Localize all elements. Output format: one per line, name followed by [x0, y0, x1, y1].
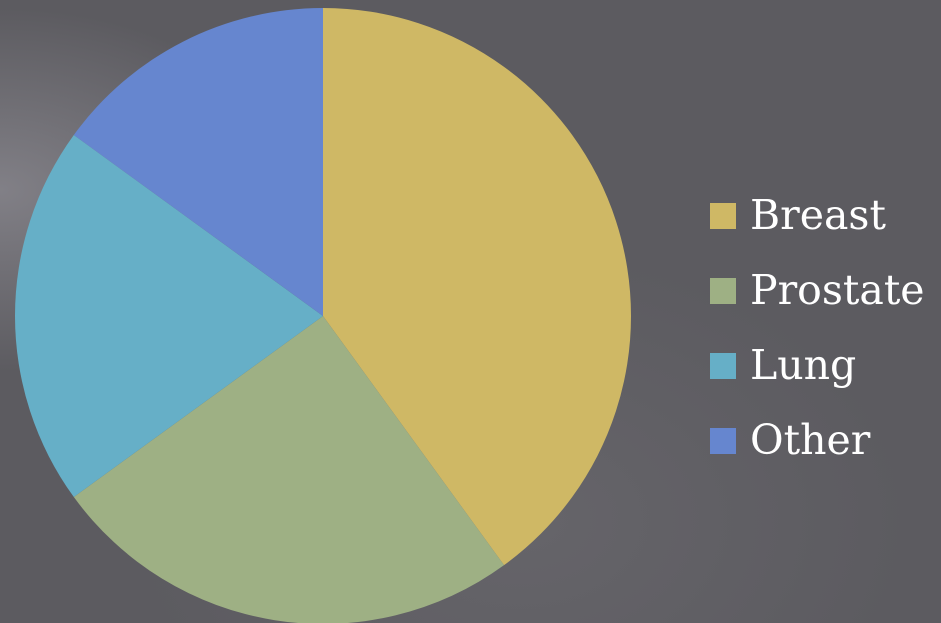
pie-slice-breast	[323, 8, 632, 566]
legend-item-prostate: Prostate	[710, 253, 925, 328]
legend-swatch-prostate	[710, 277, 736, 304]
legend-swatch-other	[710, 427, 736, 454]
legend-swatch-breast	[710, 202, 736, 229]
legend-label-lung: Lung	[750, 341, 857, 389]
legend: Breast Prostate Lung Other	[710, 178, 925, 478]
pie-slice-other	[73, 8, 323, 316]
legend-swatch-lung	[710, 352, 736, 379]
legend-item-lung: Lung	[710, 328, 925, 403]
legend-item-other: Other	[710, 403, 925, 478]
pie-slices	[14, 8, 632, 623]
legend-item-breast: Breast	[710, 178, 925, 253]
pie-slice-lung	[14, 134, 323, 498]
legend-label-breast: Breast	[750, 191, 886, 239]
legend-label-other: Other	[750, 416, 871, 464]
legend-label-prostate: Prostate	[750, 266, 925, 314]
pie-slice-prostate	[73, 316, 505, 623]
